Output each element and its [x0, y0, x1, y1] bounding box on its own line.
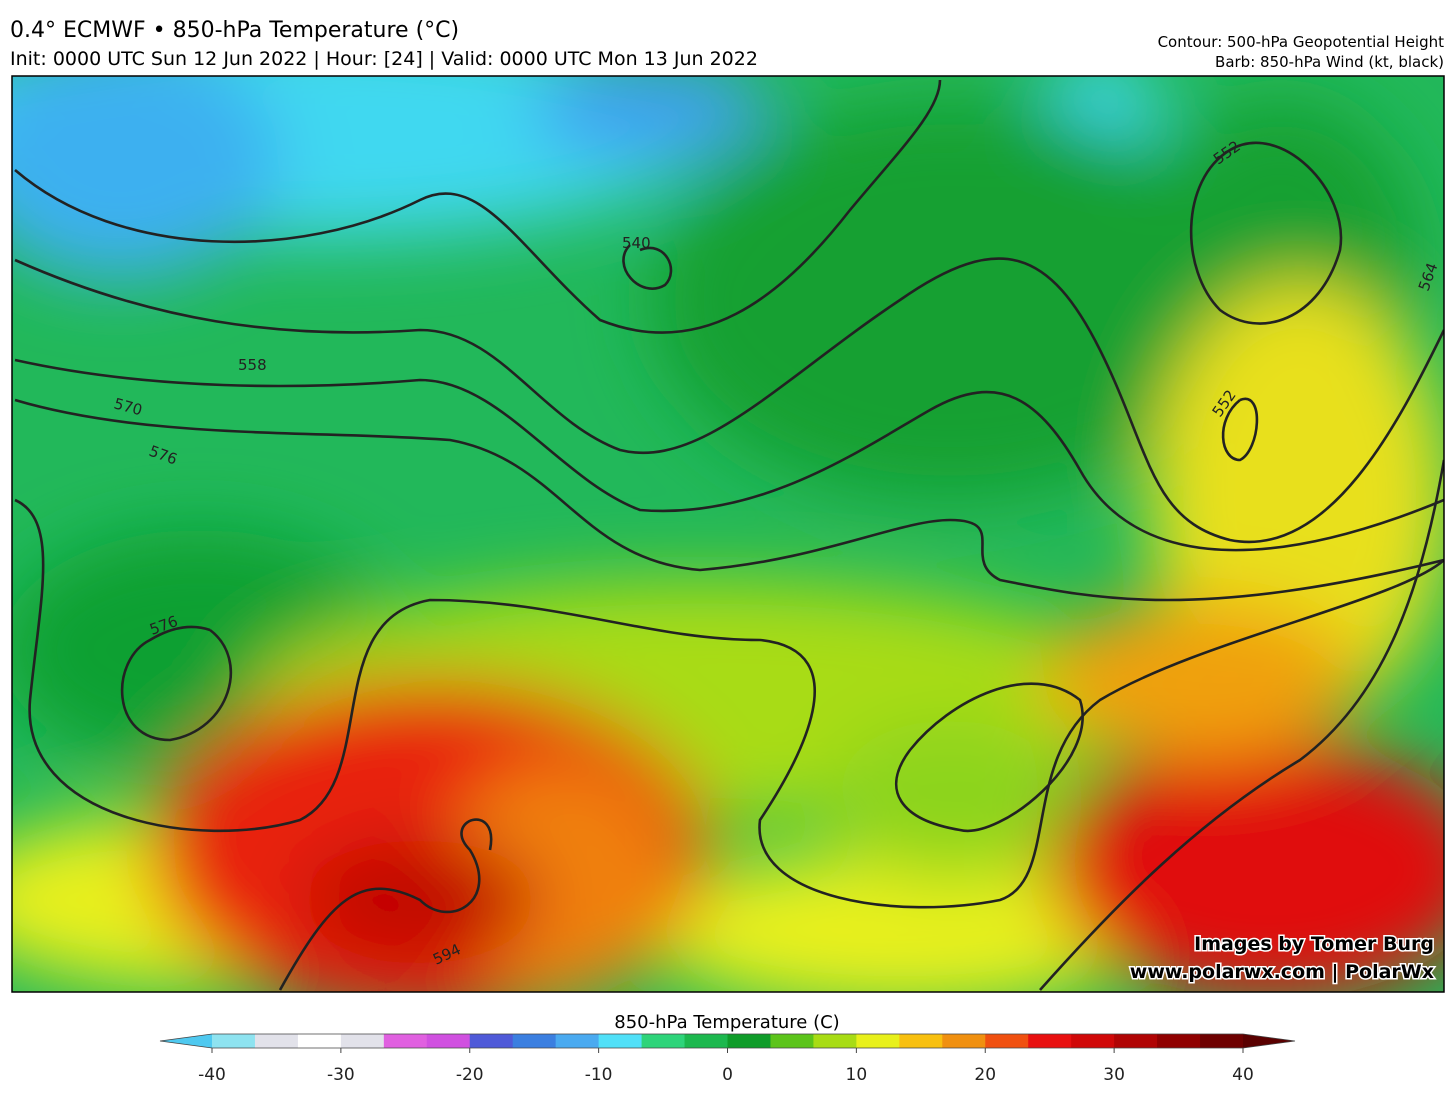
colorbar-segment [727, 1034, 771, 1048]
colorbar-segment [942, 1034, 986, 1048]
colorbar-low-extension [160, 1034, 212, 1048]
colorbar-segment [383, 1034, 428, 1048]
barb-note: Barb: 850-hPa Wind (kt, black) [1215, 53, 1444, 71]
colorbar-segment [856, 1034, 900, 1048]
colorbar-segment [512, 1034, 557, 1048]
colorbar-title: 850-hPa Temperature (C) [614, 1012, 839, 1033]
colorbar-segment [555, 1034, 600, 1048]
contour-label: 558 [238, 356, 267, 374]
colorbar-segment [1071, 1034, 1115, 1048]
subtitle: Init: 0000 UTC Sun 12 Jun 2022 | Hour: [… [10, 48, 758, 70]
map-frame [11, 75, 1445, 993]
colorbar-segment [1200, 1034, 1244, 1048]
colorbar-segment [770, 1034, 814, 1048]
watermark: www.polarwx.com | PolarWx [1130, 961, 1434, 983]
colorbar-tick-label: -30 [327, 1065, 355, 1085]
colorbar-segment [985, 1034, 1029, 1048]
colorbar-tick-label: 0 [722, 1065, 733, 1085]
colorbar-segment [1157, 1034, 1201, 1048]
colorbar-tick-label: 10 [846, 1065, 868, 1085]
colorbar-segment [684, 1034, 728, 1048]
title: 0.4° ECMWF • 850-hPa Temperature (°C) [10, 18, 459, 43]
colorbar-tick-label: -10 [585, 1065, 613, 1085]
colorbar-segment [254, 1034, 299, 1048]
colorbar-segment [426, 1034, 471, 1048]
colorbar-segment [598, 1034, 643, 1048]
colorbar-segment [641, 1034, 686, 1048]
colorbar-high-extension [1243, 1034, 1295, 1048]
colorbar-segment [813, 1034, 857, 1048]
colorbar-tick-label: 30 [1103, 1065, 1125, 1085]
colorbar-segment [469, 1034, 514, 1048]
contour-note: Contour: 500-hPa Geopotential Height [1158, 33, 1445, 51]
colorbar-segment [1114, 1034, 1158, 1048]
contour-label: 540 [622, 234, 651, 252]
colorbar-tick-label: 20 [974, 1065, 996, 1085]
map: 540 558 570 576 576 552 552 564 594 [12, 76, 1444, 992]
colorbar: -40 -30 -20 -10 0 10 20 30 40 [159, 1033, 1296, 1085]
colorbar-segment [297, 1034, 342, 1048]
colorbar-tick-label: -20 [456, 1065, 484, 1085]
colorbar-tick-label: -40 [198, 1065, 226, 1085]
colorbar-segment [340, 1034, 385, 1048]
colorbar-segment [899, 1034, 943, 1048]
watermark: Images by Tomer Burg [1194, 933, 1434, 955]
colorbar-tick-label: 40 [1232, 1065, 1254, 1085]
colorbar-segment [1028, 1034, 1072, 1048]
colorbar-segment [212, 1034, 256, 1048]
